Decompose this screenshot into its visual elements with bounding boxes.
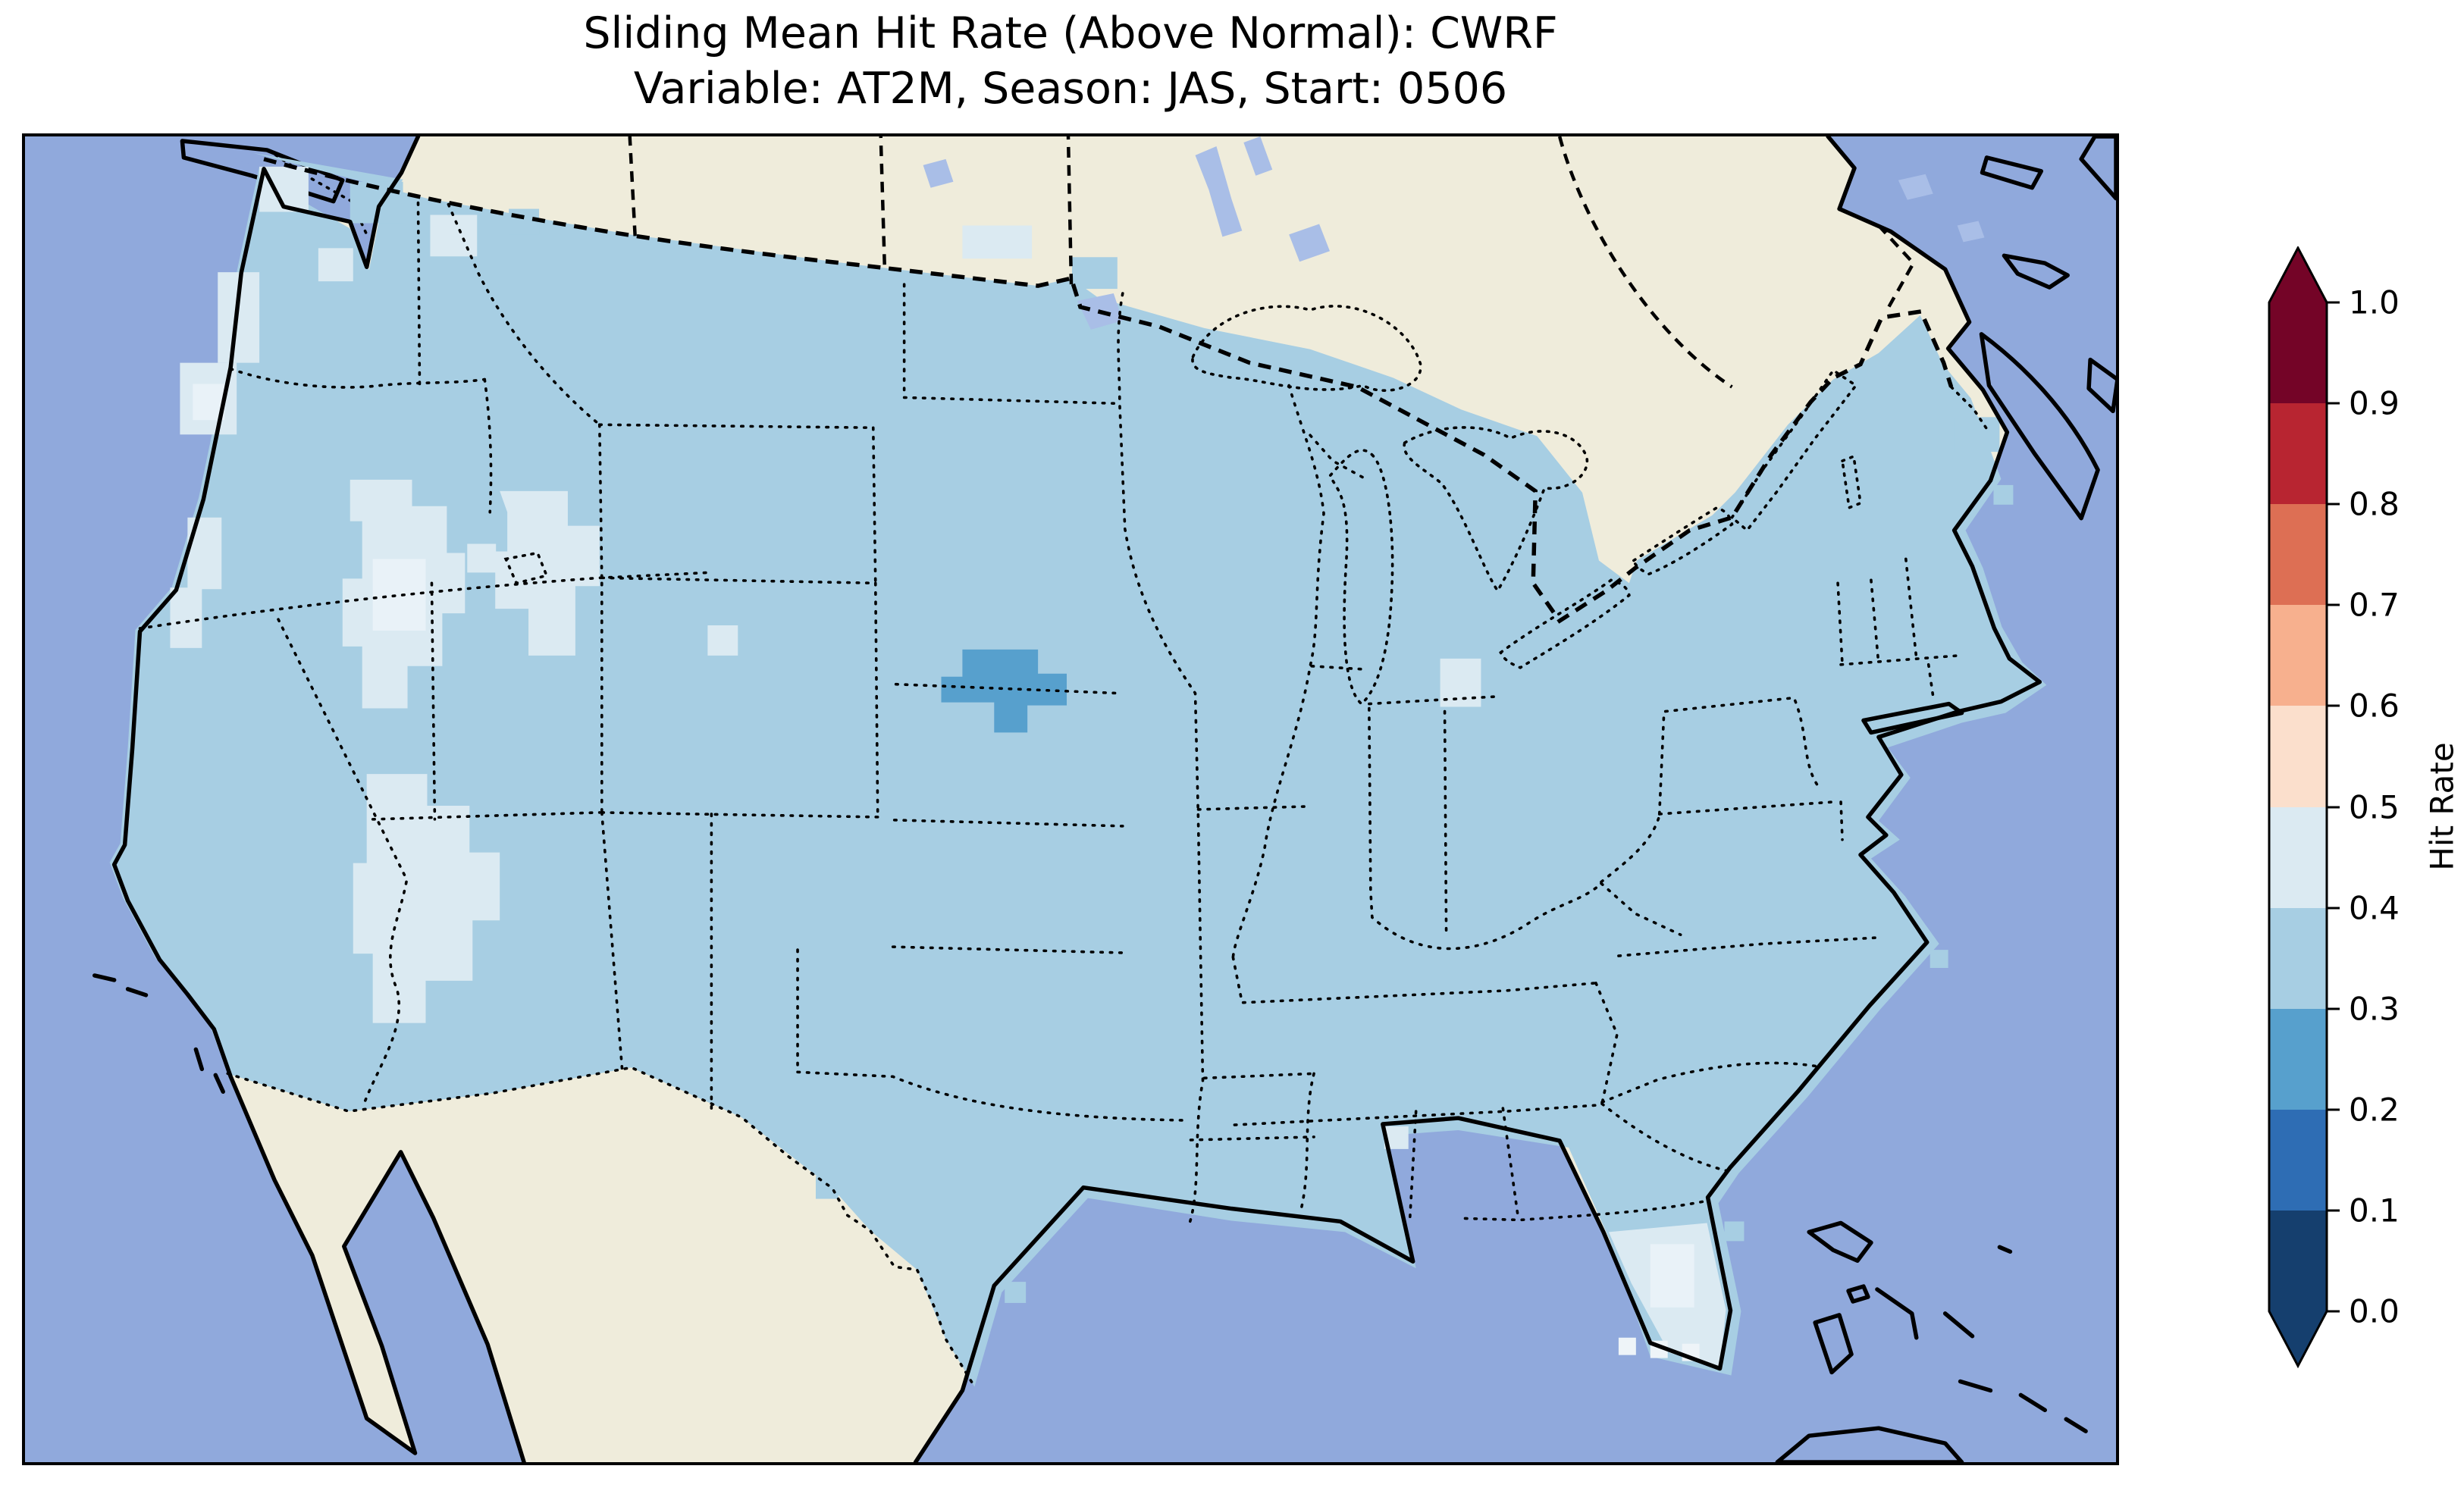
us-data-region (109, 152, 2047, 1387)
colorbar-segment (2269, 1110, 2327, 1211)
long-island (1861, 701, 1964, 735)
colorbar-tick-label: 0.8 (2349, 485, 2400, 523)
colorbar-tick-label: 0.5 (2349, 788, 2400, 826)
colorbar-tick-label: 0.6 (2349, 687, 2400, 725)
colorbar-tick-label: 0.1 (2349, 1192, 2400, 1229)
vancouver-island (180, 139, 345, 204)
colorbar-segment (2269, 403, 2327, 504)
colorbar-segment (2269, 807, 2327, 908)
colorbar-tick-marks (2327, 301, 2340, 1313)
maritime-canada (1979, 136, 2116, 521)
title-line-1: Sliding Mean Hit Rate (Above Normal): CW… (583, 8, 1558, 58)
colorbar-segment (2269, 504, 2327, 605)
channel-islands-icon (92, 973, 225, 1094)
state-borders (138, 201, 1961, 1226)
us-canada-border (263, 157, 1954, 624)
grid-cell-nubs (350, 181, 2014, 1303)
colorbar (2268, 246, 2340, 1369)
colorbar-axis-label: Hit Rate (2423, 742, 2461, 871)
pacific-coastline (111, 136, 526, 1462)
us-canada-border-fundy (1949, 385, 1991, 434)
patches-whiter-cells (193, 384, 1694, 1308)
colorbar-tick-label: 0.4 (2349, 889, 2400, 927)
colorbar-segment (2269, 302, 2327, 403)
bahamas (1807, 1220, 1873, 1375)
us-mexico-border (226, 1066, 977, 1389)
colorbar-tick-label: 1.0 (2349, 283, 2400, 321)
colorbar-segment (2269, 1009, 2327, 1110)
colorbar-tick-label: 0.3 (2349, 990, 2400, 1028)
colorbar-tick-label: 0.2 (2349, 1091, 2400, 1129)
colorbar-segment (2269, 706, 2327, 807)
colorbar-lower-arrow (2269, 1311, 2327, 1366)
bahama-cays-icon (1875, 1245, 2088, 1433)
map-panel (22, 133, 2119, 1465)
us-hit-rate-map (25, 136, 2116, 1462)
colorbar-segment (2269, 605, 2327, 706)
colorbar-tick-label: 0.9 (2349, 384, 2400, 422)
cuba (1775, 1426, 1964, 1462)
colorbar-tick-label: 0.0 (2349, 1292, 2400, 1330)
colorbar-segment (2269, 1211, 2327, 1311)
figure-title: Sliding Mean Hit Rate (Above Normal): CW… (22, 6, 2119, 117)
colorbar-tick-label: 0.7 (2349, 586, 2400, 624)
title-line-2: Variable: AT2M, Season: JAS, Start: 0506 (633, 64, 1508, 114)
gulf-atlantic-coastline (913, 136, 2042, 1462)
colorbar-upper-arrow (2269, 248, 2327, 302)
colorbar-segment (2269, 908, 2327, 1009)
canada-province-borders (628, 136, 1916, 389)
patch-hit-rate-0.2-0.3 (941, 649, 1067, 733)
